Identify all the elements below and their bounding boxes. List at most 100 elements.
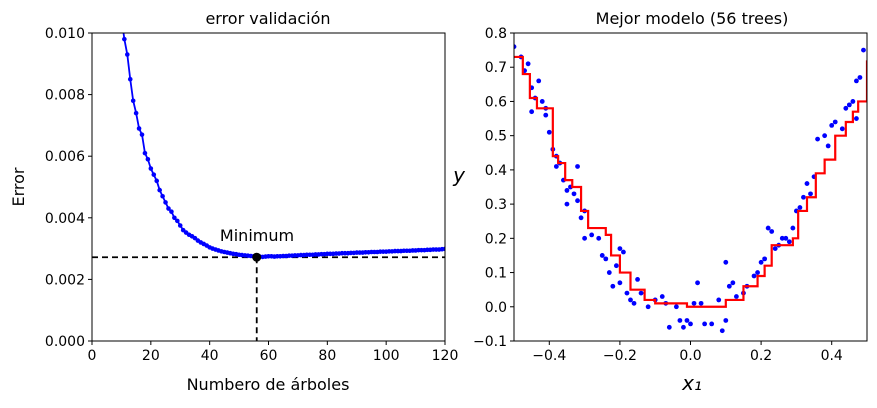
minimum-point [252, 252, 262, 262]
x-tick-label: 0.2 [750, 348, 772, 364]
x-tick-label: 60 [260, 348, 278, 364]
error-point [127, 76, 133, 82]
data-point [582, 235, 587, 241]
data-point [790, 225, 796, 231]
error-point [142, 150, 148, 156]
data-point [698, 300, 704, 306]
data-point [543, 112, 549, 118]
data-point [733, 294, 739, 299]
error-point [148, 166, 154, 171]
left-chart-title: error validación [205, 9, 330, 28]
data-point [783, 235, 789, 241]
data-point [716, 297, 722, 303]
left-axes-frame [91, 32, 446, 342]
right-x-axis-label: x₁ [681, 371, 702, 395]
error-point [160, 193, 165, 199]
y-tick-label: 0.1 [485, 266, 507, 282]
data-point [854, 78, 859, 84]
data-point [606, 270, 612, 275]
data-point [589, 232, 595, 238]
error-point [163, 200, 168, 205]
data-point [628, 297, 633, 303]
data-point [772, 246, 778, 252]
data-point [723, 318, 729, 323]
y-tick-label: 0.8 [485, 26, 507, 42]
data-point [861, 47, 866, 53]
data-point [832, 119, 838, 125]
left-y-axis-label: Error [9, 167, 28, 206]
y-tick-label: 0.004 [45, 211, 85, 227]
error-point [442, 246, 445, 252]
data-point [684, 318, 690, 323]
error-point [122, 36, 127, 42]
data-point [575, 164, 580, 169]
error-point [130, 98, 136, 104]
data-point [575, 198, 580, 204]
data-point [624, 290, 630, 296]
left-plot-area [92, 15, 445, 341]
y-tick-label: 0.3 [485, 197, 507, 213]
y-tick-label: 0.0 [485, 300, 507, 316]
data-point [603, 256, 609, 262]
data-point [719, 328, 725, 334]
best-model-chart: Mejor modelo (56 trees) y x₁ −0.4 −0.2 0.0… [452, 9, 868, 395]
x-tick-label: 0.0 [679, 348, 701, 364]
data-point [797, 205, 803, 210]
data-point [596, 235, 602, 241]
data-point [681, 324, 686, 330]
data-point [546, 129, 552, 135]
y-tick-label: 0.002 [45, 272, 85, 288]
error-point [169, 209, 174, 214]
data-point [765, 225, 771, 231]
data-point [702, 321, 708, 327]
error-point [154, 178, 160, 184]
right-y-axis-label: y [452, 163, 466, 187]
data-point [808, 191, 813, 197]
data-point [666, 324, 672, 330]
error-point [175, 218, 180, 224]
data-point [786, 239, 792, 245]
error-point [177, 223, 183, 228]
minimum-annotation: Minimum [220, 226, 294, 245]
validation-error-chart: error validación Error Numbero de árbole… [9, 9, 458, 394]
data-point [751, 273, 757, 279]
error-point [151, 172, 157, 177]
error-point [145, 156, 151, 162]
y-tick-label: 0.008 [45, 88, 85, 104]
x-tick-label: 20 [142, 348, 160, 364]
y-tick-label: 0.4 [485, 163, 507, 179]
data-point [846, 102, 852, 108]
data-point [688, 321, 693, 327]
right-axis-ticks: −0.4 −0.2 0.0 0.2 0.4 −0.1 0.0 0.1 0.2 0.3 0.4 0.5 0… [473, 26, 843, 364]
data-point [677, 318, 683, 323]
data-point [758, 259, 764, 265]
data-point [762, 256, 768, 262]
data-point [571, 191, 577, 197]
data-point [617, 246, 623, 252]
data-point [638, 290, 644, 296]
data-point [613, 263, 619, 269]
data-point [525, 61, 531, 67]
error-point [172, 215, 177, 221]
y-tick-label: 0.010 [45, 26, 85, 42]
data-point [599, 253, 605, 258]
x-tick-label: 0 [88, 348, 97, 364]
data-point [829, 123, 835, 128]
data-point [514, 44, 517, 50]
data-point [825, 143, 831, 149]
data-point [635, 277, 640, 282]
data-point [779, 235, 785, 241]
y-tick-label: 0.2 [485, 231, 507, 247]
data-point [621, 249, 626, 255]
prediction-step-line [514, 55, 867, 308]
data-point [564, 188, 570, 193]
error-point [125, 52, 130, 57]
y-tick-label: 0.6 [485, 94, 507, 110]
x-tick-label: −0.2 [603, 348, 637, 364]
data-point [673, 304, 679, 310]
validation-error-line [122, 33, 445, 259]
error-point [119, 15, 124, 20]
error-point [166, 206, 171, 211]
data-point [822, 133, 828, 139]
